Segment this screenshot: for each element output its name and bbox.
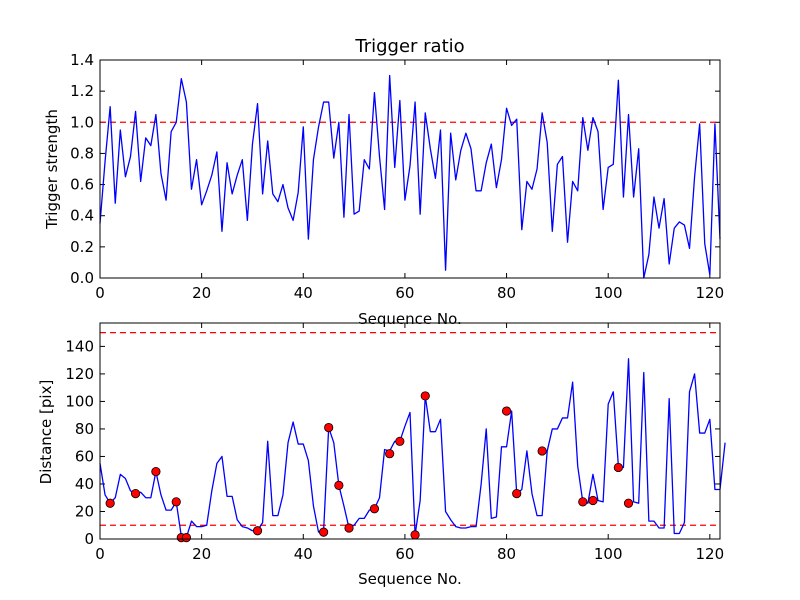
distance-xticks: 0 20 40 60 80 100 120 (95, 323, 724, 563)
distance-marker (151, 466, 161, 477)
distance-marker (613, 462, 623, 473)
distance-marker (105, 498, 115, 508)
distance-marker (324, 422, 334, 433)
trigger-ratio-ytick-label: 0.4 (70, 207, 94, 225)
distance-marker (319, 527, 329, 537)
trigger-ratio-yticks: 0.0 0.2 0.4 0.6 0.8 1.0 1.2 1.4 (70, 51, 720, 287)
trigger-ratio-series-line (99, 74, 721, 279)
distance-marker (252, 526, 263, 536)
trigger-ratio-ytick-label: 1.4 (70, 51, 94, 69)
distance-marker (512, 488, 522, 499)
distance-xtick-label: 60 (395, 545, 414, 563)
trigger-ratio-xlabel: Sequence No. (358, 310, 462, 328)
distance-marks (99, 332, 726, 543)
distance-ytick-label: 40 (75, 475, 94, 493)
distance-marker (385, 449, 395, 459)
distance-ytick-label: 0 (84, 530, 94, 548)
distance-marker (344, 523, 354, 533)
distance-marker (420, 391, 430, 401)
trigger-ratio-ytick-label: 0.8 (70, 144, 94, 162)
distance-marker (623, 498, 634, 508)
trigger-ratio-xtick-label: 20 (192, 284, 211, 302)
trigger-ratio-xtick-label: 40 (294, 284, 313, 302)
distance-marker (130, 488, 141, 499)
distance-ytick-label: 60 (75, 447, 94, 465)
distance-yticks: 0 20 40 60 80 100 120 140 (65, 337, 720, 548)
distance-frame (99, 322, 721, 540)
distance-ytick-label: 120 (65, 365, 94, 383)
distance-ytick-label: 100 (65, 392, 94, 410)
distance-marker (588, 495, 598, 506)
distance-marker (369, 504, 380, 514)
distance-xtick-label: 80 (497, 545, 516, 563)
trigger-ratio-xtick-label: 100 (594, 284, 623, 302)
trigger-ratio-xtick-label: 60 (395, 284, 414, 302)
distance-ytick-label: 20 (75, 502, 94, 520)
trigger-ratio-ytick-label: 1.0 (70, 113, 94, 131)
trigger-ratio-title: Trigger ratio (354, 36, 464, 57)
trigger-ratio-xtick-label: 120 (696, 284, 725, 302)
trigger-ratio-ytick-label: 0.0 (70, 269, 94, 287)
trigger-ratio-xtick-label: 0 (95, 284, 105, 302)
distance-xtick-label: 0 (95, 545, 105, 563)
trigger-ratio-xtick-label: 80 (497, 284, 516, 302)
distance-xtick-label: 40 (294, 545, 313, 563)
distance-ylabel: Distance [pix] (37, 380, 55, 485)
distance-plot: Sequence No. Distance [pix] 0 20 40 60 80 100… (37, 322, 726, 588)
distance-marker (537, 446, 547, 456)
trigger-ratio-plot: Trigger ratio Sequence No. Trigger stren… (43, 36, 724, 328)
trigger-ratio-ytick-label: 0.6 (70, 176, 94, 194)
distance-ytick-label: 140 (65, 337, 94, 355)
distance-xtick-label: 120 (696, 545, 725, 563)
distance-marker (181, 533, 191, 543)
trigger-ratio-xticks: 0 20 40 60 80 100 120 (95, 60, 724, 302)
distance-marker (395, 436, 405, 446)
distance-xtick-label: 20 (192, 545, 211, 563)
trigger-ratio-ytick-label: 0.2 (70, 238, 94, 256)
distance-marker (501, 406, 512, 416)
distance-xlabel: Sequence No. (358, 570, 462, 588)
trigger-ratio-marks (99, 74, 721, 279)
trigger-ratio-ytick-label: 1.2 (70, 82, 94, 100)
distance-xtick-label: 100 (594, 545, 623, 563)
distance-ytick-label: 80 (75, 420, 94, 438)
distance-marker (171, 497, 181, 507)
distance-marker (410, 530, 420, 540)
trigger-ratio-ylabel: Trigger strength (43, 109, 61, 230)
distance-marker (334, 480, 344, 490)
trigger-ratio-frame (99, 59, 721, 279)
distance-marker (578, 497, 588, 507)
